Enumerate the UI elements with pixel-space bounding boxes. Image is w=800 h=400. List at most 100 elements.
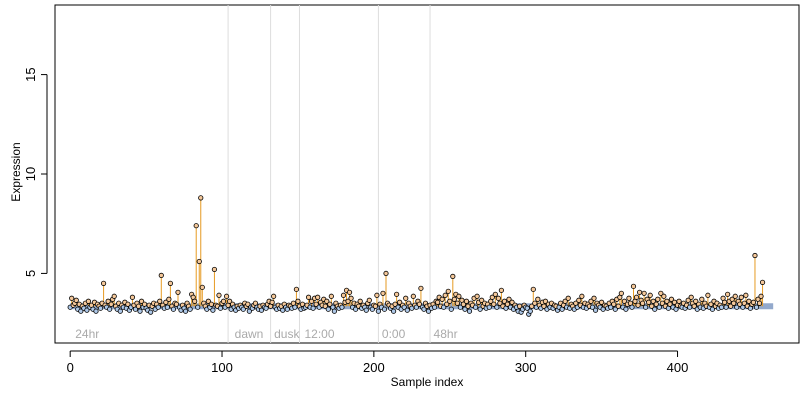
data-point: [271, 293, 277, 299]
data-point: [325, 306, 331, 312]
data-point: [404, 307, 410, 313]
data-point: [375, 308, 382, 314]
data-point: [699, 296, 705, 302]
data-point: [655, 296, 661, 302]
data-point: [421, 306, 427, 312]
data-point: [381, 306, 388, 312]
data-point: [623, 306, 629, 312]
data-point: [630, 283, 637, 289]
data-point: [196, 258, 202, 265]
data-point: [322, 303, 328, 309]
data-point: [198, 195, 204, 201]
data-point: [635, 302, 641, 308]
data-point: [612, 306, 618, 312]
data-point: [649, 303, 655, 309]
plot-frame: [54, 4, 800, 344]
data-point: [305, 294, 312, 300]
x-tick-label: 400: [667, 360, 689, 375]
data-point: [756, 300, 763, 306]
data-point: [313, 301, 319, 307]
data-point: [327, 301, 333, 307]
y-tick-label: 10: [23, 167, 38, 181]
data-point: [392, 301, 398, 307]
data-point: [565, 295, 571, 301]
data-point: [661, 293, 667, 299]
data-point: [163, 299, 169, 305]
data-point: [743, 292, 749, 298]
data-point: [479, 297, 485, 303]
y-axis-title: Expression: [9, 142, 23, 201]
x-tick-label: 100: [211, 360, 233, 375]
data-point: [457, 304, 464, 310]
data-point: [192, 298, 198, 304]
data-point: [541, 303, 547, 309]
data-point: [462, 306, 468, 312]
data-point: [474, 293, 480, 299]
data-point: [258, 307, 265, 313]
stems: [71, 197, 764, 307]
data-point: [345, 298, 351, 304]
data-point: [759, 279, 766, 285]
data-point: [84, 307, 90, 313]
data-point: [463, 298, 470, 304]
data-point: [489, 294, 495, 300]
data-point: [108, 301, 114, 307]
data-point: [599, 299, 605, 305]
data-point: [439, 296, 445, 302]
data-point: [504, 301, 511, 307]
data-point: [211, 266, 218, 273]
data-point: [460, 301, 467, 307]
data-point: [658, 290, 664, 296]
data-point: [413, 304, 419, 310]
data-point: [167, 280, 173, 286]
data-point: [111, 293, 117, 299]
data-point: [158, 272, 164, 278]
data-point: [135, 303, 142, 309]
group-labels: 24hr dawn dusk 12:00 0:00 48hr: [75, 327, 457, 341]
data-point: [155, 304, 161, 310]
data-point: [477, 306, 483, 312]
data-point: [456, 293, 462, 299]
data-point: [353, 306, 359, 312]
data-point: [374, 292, 380, 298]
data-point: [731, 300, 737, 306]
data-point: [497, 300, 503, 306]
data-point: [295, 298, 301, 304]
data-point: [659, 300, 665, 306]
data-point: [403, 295, 409, 301]
data-point: [170, 306, 177, 312]
data-point: [758, 293, 764, 299]
data-point: [709, 306, 716, 312]
group-label: 12:00: [304, 327, 334, 341]
data-point: [245, 301, 251, 307]
data-point: [309, 298, 315, 304]
data-point: [524, 305, 530, 311]
data-point: [705, 292, 711, 298]
data-point: [506, 296, 512, 302]
data-point: [621, 298, 627, 304]
data-point: [105, 298, 111, 304]
data-point: [728, 303, 734, 309]
data-point: [486, 304, 492, 310]
data-point: [208, 301, 214, 307]
data-point: [216, 292, 222, 298]
data-point: [668, 296, 675, 302]
data-point: [164, 304, 170, 310]
data-point: [397, 299, 403, 305]
data-point: [633, 294, 640, 300]
data-point: [97, 305, 104, 311]
data-point: [148, 309, 154, 315]
data-point: [664, 298, 670, 304]
data-point: [509, 299, 515, 305]
x-tick-label: 0: [67, 360, 74, 375]
data-point: [173, 301, 180, 307]
data-point: [741, 300, 747, 306]
data-point: [195, 304, 201, 310]
data-point: [223, 293, 230, 299]
data-point: [611, 301, 617, 307]
data-point: [366, 297, 372, 303]
data-point: [618, 290, 624, 296]
data-point: [450, 273, 456, 279]
data-point: [750, 299, 757, 305]
data-point: [132, 306, 139, 312]
